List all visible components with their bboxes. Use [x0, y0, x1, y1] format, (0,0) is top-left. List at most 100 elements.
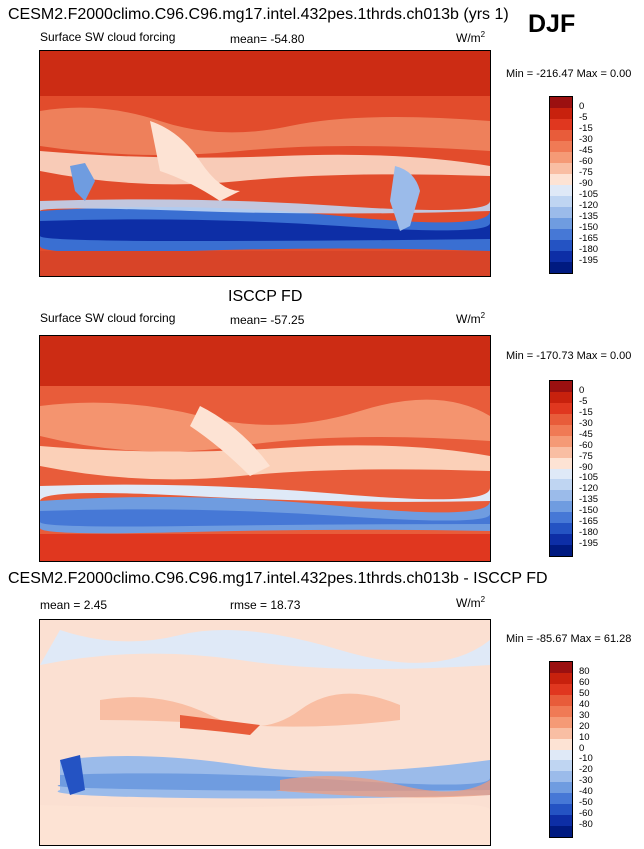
colorbar-tick-label: -10 — [579, 753, 593, 765]
colorbar-tick-label: -75 — [579, 167, 593, 178]
colorbar-swatch — [550, 457, 572, 469]
colorbar-tick-label: -120 — [579, 200, 599, 211]
colorbar-tick-label: -60 — [579, 156, 593, 167]
colorbar-tick-label: -30 — [579, 775, 593, 787]
panel1-map-svg — [40, 51, 490, 276]
colorbar-tick-label: -20 — [579, 764, 593, 776]
panel3-colorbar — [549, 661, 573, 838]
colorbar-tick-label: -80 — [579, 819, 593, 831]
colorbar-swatch — [550, 490, 572, 502]
panel2-colorbar — [549, 380, 573, 557]
panel3-units: W/m2 — [456, 595, 486, 610]
colorbar-swatch — [550, 185, 572, 196]
panel3-map — [39, 619, 491, 846]
panel3-minmax: Min = -85.67 Max = 61.28 — [506, 633, 632, 645]
panel2-field-label: Surface SW cloud forcing — [40, 311, 176, 325]
colorbar-tick-label: -195 — [579, 255, 599, 266]
colorbar-tick-label: -150 — [579, 505, 599, 517]
panel1-units: W/m2 — [456, 30, 486, 45]
colorbar-swatch — [550, 738, 572, 750]
colorbar-tick-label: 50 — [579, 687, 590, 699]
colorbar-tick-label: -180 — [579, 527, 599, 539]
colorbar-swatch — [550, 672, 572, 684]
colorbar-swatch — [550, 749, 572, 761]
panel1-mean-label: mean= -54.80 — [230, 32, 305, 46]
colorbar-tick-label: -30 — [579, 134, 593, 145]
colorbar-tick-label: 80 — [579, 665, 590, 677]
colorbar-swatch — [550, 251, 572, 262]
panel1-colorbar — [549, 96, 573, 274]
colorbar-swatch — [550, 240, 572, 251]
panel2-map-svg — [40, 336, 490, 561]
colorbar-swatch — [550, 97, 572, 108]
season-label: DJF — [528, 10, 576, 38]
panel3-colorbar-labels: 80 60 50 40 30 20 10 0 -10 -20 -30 -40 -50 -60 -80 — [579, 661, 629, 836]
colorbar-swatch — [550, 705, 572, 717]
colorbar-tick-label: -60 — [579, 439, 593, 451]
colorbar-tick-label: -50 — [579, 797, 593, 809]
colorbar-tick-label: -5 — [579, 395, 588, 407]
colorbar-tick-label: -90 — [579, 461, 593, 473]
colorbar-swatch — [550, 207, 572, 218]
colorbar-tick-label: -15 — [579, 406, 593, 418]
colorbar-swatch — [550, 545, 572, 556]
colorbar-tick-label: -60 — [579, 808, 593, 820]
panel3-mean-label: mean = 2.45 — [40, 598, 108, 612]
colorbar-tick-label: -15 — [579, 123, 593, 134]
colorbar-swatch — [550, 262, 572, 273]
colorbar-swatch — [550, 391, 572, 403]
colorbar-tick-label: -40 — [579, 786, 593, 798]
colorbar-swatch — [550, 163, 572, 174]
colorbar-tick-label: 40 — [579, 698, 590, 710]
colorbar-swatch — [550, 815, 572, 827]
colorbar-swatch — [550, 413, 572, 425]
colorbar-swatch — [550, 826, 572, 837]
colorbar-swatch — [550, 804, 572, 816]
colorbar-swatch — [550, 424, 572, 436]
colorbar-swatch — [550, 381, 572, 392]
colorbar-tick-label: 0 — [579, 384, 585, 396]
colorbar-tick-label: -105 — [579, 189, 599, 200]
colorbar-tick-label: -45 — [579, 428, 593, 440]
panel2-title: ISCCP FD — [228, 288, 303, 305]
colorbar-tick-label: -150 — [579, 222, 599, 233]
colorbar-tick-label: -165 — [579, 516, 599, 528]
colorbar-swatch — [550, 523, 572, 535]
panel2-colorbar-labels: 0 -5 -15 -30 -45 -60 -75 -90 -105 -120 -135 -150 -16… — [579, 380, 629, 555]
colorbar-swatch — [550, 694, 572, 706]
colorbar-tick-label: 30 — [579, 709, 590, 721]
panel2-map — [39, 335, 491, 562]
colorbar-swatch — [550, 152, 572, 163]
panel3-title: CESM2.F2000climo.C96.C96.mg17.intel.432p… — [8, 570, 548, 587]
colorbar-swatch — [550, 130, 572, 141]
colorbar-tick-label: -165 — [579, 233, 599, 244]
colorbar-tick-label: -135 — [579, 494, 599, 506]
colorbar-tick-label: -75 — [579, 450, 593, 462]
colorbar-swatch — [550, 119, 572, 130]
colorbar-tick-label: 10 — [579, 731, 590, 743]
colorbar-swatch — [550, 716, 572, 728]
panel1-minmax: Min = -216.47 Max = 0.00 — [506, 68, 632, 80]
colorbar-swatch — [550, 218, 572, 229]
panel1-field-label: Surface SW cloud forcing — [40, 30, 176, 44]
colorbar-swatch — [550, 782, 572, 794]
colorbar-swatch — [550, 435, 572, 447]
colorbar-swatch — [550, 174, 572, 185]
colorbar-swatch — [550, 402, 572, 414]
colorbar-tick-label: 60 — [579, 676, 590, 688]
colorbar-tick-label: 0 — [579, 101, 585, 112]
panel2-minmax: Min = -170.73 Max = 0.00 — [506, 350, 632, 362]
colorbar-swatch — [550, 683, 572, 695]
colorbar-swatch — [550, 141, 572, 152]
colorbar-tick-label: -30 — [579, 417, 593, 429]
colorbar-swatch — [550, 501, 572, 513]
colorbar-swatch — [550, 479, 572, 491]
panel3-rmse-label: rmse = 18.73 — [230, 598, 301, 612]
panel3-map-svg — [40, 620, 490, 845]
panel1-title: CESM2.F2000climo.C96.C96.mg17.intel.432p… — [8, 6, 509, 23]
colorbar-swatch — [550, 771, 572, 783]
colorbar-tick-label: -5 — [579, 112, 588, 123]
colorbar-swatch — [550, 727, 572, 739]
colorbar-swatch — [550, 512, 572, 524]
colorbar-tick-label: -195 — [579, 538, 599, 550]
